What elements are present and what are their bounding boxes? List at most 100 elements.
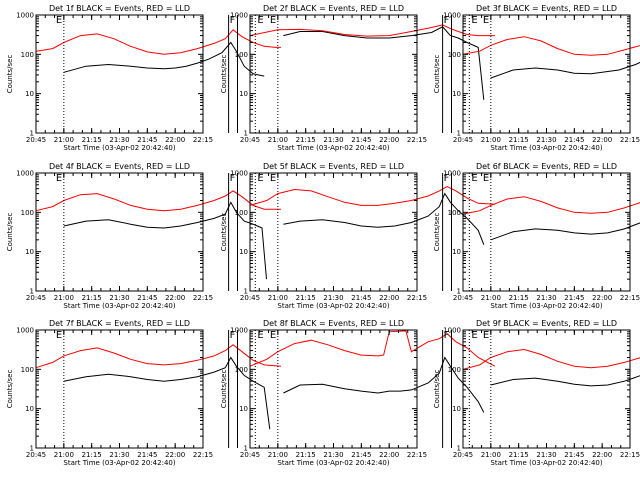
x-tick-label: 21:15 — [509, 294, 529, 302]
y-tick-label: 1 — [244, 288, 248, 296]
x-tick-label: 21:30 — [536, 451, 556, 459]
x-tick-label: 21:00 — [54, 451, 74, 459]
plot-frame — [249, 329, 418, 449]
y-tick-label: 10 — [452, 405, 461, 413]
panel-title: Det 6f BLACK = Events, RED = LLD — [476, 162, 617, 171]
x-tick-label: 22:15 — [407, 294, 427, 302]
plot-frame — [462, 172, 631, 292]
x-tick-label: 21:45 — [564, 294, 584, 302]
panel-title: Det 1f BLACK = Events, RED = LLD — [49, 4, 190, 13]
plot-frame — [35, 14, 204, 134]
x-axis-label: Start Time (03-Apr-02 20:42:40) — [490, 459, 602, 467]
plot-frame — [462, 14, 631, 134]
panel-title: Det 5f BLACK = Events, RED = LLD — [263, 162, 404, 171]
y-tick-label: 1 — [244, 130, 248, 138]
events-series-line — [490, 61, 640, 79]
panel-title: Det 4f BLACK = Events, RED = LLD — [49, 162, 190, 171]
lld-series-line — [249, 186, 495, 206]
x-tick-label: 20:45 — [26, 136, 46, 144]
y-tick-label: 100 — [235, 366, 248, 374]
x-tick-label: 22:00 — [379, 136, 399, 144]
events-series-line — [283, 356, 485, 413]
x-tick-label: 21:45 — [564, 451, 584, 459]
panel-det-7: Det 7f BLACK = Events, RED = LLD E F E 1 10 10… — [6, 319, 281, 467]
x-tick-label: 22:15 — [620, 451, 640, 459]
interval-marker-label: F — [230, 15, 236, 26]
y-tick-label: 1000 — [230, 327, 248, 335]
x-tick-label: 22:15 — [620, 136, 640, 144]
x-axis-label: Start Time (03-Apr-02 20:42:40) — [63, 459, 175, 467]
y-tick-label: 100 — [21, 51, 34, 59]
y-tick-label: 1000 — [16, 12, 34, 20]
x-tick-label: 21:45 — [564, 136, 584, 144]
lld-series-line — [35, 344, 281, 369]
events-series-line — [63, 201, 267, 280]
y-tick-label: 1000 — [443, 12, 461, 20]
lld-series-line — [462, 348, 640, 370]
interval-marker-label: F — [444, 330, 450, 341]
x-tick-label: 21:15 — [296, 136, 316, 144]
panel-title: Det 2f BLACK = Events, RED = LLD — [263, 4, 404, 13]
lld-series-line — [462, 196, 640, 215]
y-tick-label: 100 — [21, 366, 34, 374]
y-tick-label: 1000 — [443, 170, 461, 178]
x-tick-label: 21:45 — [137, 136, 157, 144]
x-tick-label: 22:00 — [379, 451, 399, 459]
interval-marker-label: E — [483, 173, 489, 184]
plot-frame — [35, 329, 204, 449]
interval-marker-label: E — [483, 15, 489, 26]
y-tick-label: 1 — [30, 288, 34, 296]
interval-marker-label: E — [471, 173, 477, 184]
x-tick-label: 21:15 — [296, 451, 316, 459]
y-tick-label: 100 — [21, 209, 34, 217]
x-axis-label: Start Time (03-Apr-02 20:42:40) — [63, 302, 175, 310]
y-axis-label: Counts/sec — [220, 213, 228, 252]
y-tick-label: 1000 — [230, 12, 248, 20]
x-tick-label: 21:45 — [351, 136, 371, 144]
plot-frame — [249, 172, 418, 292]
y-tick-label: 10 — [25, 405, 34, 413]
x-tick-label: 20:45 — [453, 136, 473, 144]
x-tick-label: 21:30 — [109, 136, 129, 144]
panel-det-9: Det 9f BLACK = Events, RED = LLD E F E 1 10 10… — [433, 319, 640, 467]
events-series-line — [63, 356, 271, 430]
x-tick-label: 21:15 — [82, 451, 102, 459]
y-tick-label: 10 — [239, 405, 248, 413]
x-axis-label: Start Time (03-Apr-02 20:42:40) — [490, 144, 602, 152]
y-tick-label: 100 — [235, 51, 248, 59]
panel-det-6: Det 6f BLACK = Events, RED = LLD E F E 1 10 10… — [433, 162, 640, 310]
y-axis-label: Counts/sec — [220, 370, 228, 409]
events-series-line — [283, 192, 485, 245]
interval-marker-label: E — [56, 15, 62, 26]
x-tick-label: 21:15 — [296, 294, 316, 302]
y-axis-label: Counts/sec — [220, 55, 228, 94]
interval-marker-label: F — [444, 173, 450, 184]
events-series-line — [490, 375, 640, 387]
interval-marker-label: E — [270, 330, 276, 341]
x-tick-label: 22:00 — [592, 451, 612, 459]
x-tick-label: 22:15 — [620, 294, 640, 302]
y-tick-label: 1 — [244, 445, 248, 453]
x-tick-label: 21:45 — [351, 294, 371, 302]
x-axis-label: Start Time (03-Apr-02 20:42:40) — [277, 459, 389, 467]
x-tick-label: 22:15 — [193, 136, 213, 144]
x-tick-label: 22:00 — [165, 136, 185, 144]
x-tick-label: 21:30 — [323, 451, 343, 459]
panel-title: Det 9f BLACK = Events, RED = LLD — [476, 319, 617, 328]
y-axis-label: Counts/sec — [433, 370, 441, 409]
lld-series-line — [35, 29, 281, 55]
y-axis-label: Counts/sec — [433, 55, 441, 94]
x-tick-label: 20:45 — [240, 451, 260, 459]
y-tick-label: 1000 — [443, 327, 461, 335]
x-tick-label: 21:30 — [323, 294, 343, 302]
panel-title: Det 8f BLACK = Events, RED = LLD — [263, 319, 404, 328]
y-tick-label: 1 — [457, 288, 461, 296]
y-axis-label: Counts/sec — [433, 213, 441, 252]
x-tick-label: 21:45 — [137, 294, 157, 302]
x-axis-label: Start Time (03-Apr-02 20:42:40) — [277, 302, 389, 310]
y-tick-label: 1000 — [16, 327, 34, 335]
interval-marker-label: E — [257, 173, 263, 184]
panel-det-4: Det 4f BLACK = Events, RED = LLD E F E 1 10 10… — [6, 162, 281, 310]
